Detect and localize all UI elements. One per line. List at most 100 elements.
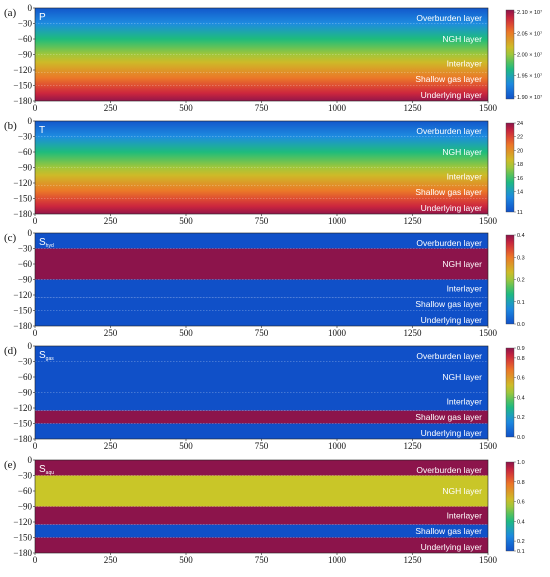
x-tick-label: 750	[255, 555, 269, 565]
x-tick-label: 500	[179, 555, 193, 565]
variable-label: Shyd	[39, 237, 54, 249]
colorbar-tick-label: 0.4	[517, 519, 525, 525]
colorbar-tick-label: 24	[517, 121, 523, 127]
y-tick-label: −90	[18, 388, 33, 398]
y-tick-label: −90	[18, 502, 33, 512]
y-tick-label: −120	[13, 517, 32, 527]
layer-label: Interlayer	[447, 397, 483, 407]
y-tick-label: −30	[18, 471, 33, 481]
layer-label: NGH layer	[442, 486, 482, 496]
colorbar-tick-label: 2.10 × 10⁷	[517, 9, 542, 16]
layer-label: Underlying layer	[421, 90, 483, 100]
x-tick-label: 1500	[479, 555, 498, 565]
variable-label: Sgas	[39, 350, 54, 362]
x-tick-label: 1250	[404, 328, 423, 338]
x-tick-label: 1250	[404, 216, 423, 226]
layer-label: Interlayer	[447, 172, 483, 182]
x-tick-label: 250	[104, 103, 118, 113]
colorbar-tick-label: 2.00 × 10⁷	[517, 52, 542, 59]
y-tick-label: −120	[13, 178, 32, 188]
colorbar-tick-label: 0.1	[517, 300, 525, 306]
colorbar-tick-label: 0.1	[517, 549, 525, 555]
layer-band	[35, 297, 488, 311]
colorbar-tick-label: 0.2	[517, 278, 525, 284]
y-tick-label: −30	[18, 19, 33, 29]
y-tick-label: −90	[18, 163, 33, 173]
y-tick-label: −90	[18, 50, 33, 60]
variable-symbol: S	[39, 350, 46, 361]
x-tick-label: 1250	[404, 555, 423, 565]
y-tick-label: −180	[13, 548, 32, 558]
colorbar-tick-label: 0.8	[517, 356, 525, 362]
layer-label: Interlayer	[447, 511, 483, 521]
field-plot	[35, 121, 488, 214]
layer-label: Shallow gas layer	[415, 526, 482, 536]
layer-label: Shallow gas layer	[415, 74, 482, 84]
layer-label: Underlying layer	[421, 542, 483, 552]
colorbar-tick-label: 0.2	[517, 415, 525, 421]
colorbar-tick-label: 1.0	[517, 460, 525, 466]
layer-label: Interlayer	[447, 284, 483, 294]
colorbar	[505, 461, 515, 552]
colorbar-tick-label: 1.90 × 10⁷	[517, 94, 542, 101]
layer-band	[35, 423, 488, 439]
y-tick-label: 0	[28, 455, 33, 465]
colorbar-tick-label: 2.05 × 10⁷	[517, 30, 542, 37]
panel-label: (a)	[4, 7, 17, 19]
y-tick-label: −120	[13, 290, 32, 300]
colorbar-tick-label: 0.6	[517, 500, 525, 506]
y-tick-label: −180	[13, 96, 32, 106]
y-tick-label: −180	[13, 209, 32, 219]
layer-band	[35, 537, 488, 553]
layer-label: Underlying layer	[421, 315, 483, 325]
y-tick-label: 0	[28, 3, 33, 13]
y-tick-label: −150	[13, 419, 32, 429]
x-tick-label: 500	[179, 103, 193, 113]
layer-label: Underlying layer	[421, 428, 483, 438]
x-tick-label: 500	[179, 216, 193, 226]
colorbar-tick-label: 16	[517, 176, 523, 182]
layer-label: Overburden layer	[416, 126, 482, 136]
x-tick-label: 1000	[328, 216, 347, 226]
panel-label: (e)	[4, 459, 17, 471]
x-tick-label: 1500	[479, 441, 498, 451]
colorbar	[505, 9, 515, 100]
y-tick-label: −90	[18, 275, 33, 285]
x-tick-label: 1000	[328, 328, 347, 338]
x-tick-label: 250	[104, 441, 118, 451]
colorbar	[505, 122, 515, 213]
panel-label: (d)	[4, 345, 17, 357]
y-tick-label: −150	[13, 81, 32, 91]
x-tick-label: 750	[255, 216, 269, 226]
variable-symbol: S	[39, 464, 46, 475]
x-tick-label: 500	[179, 328, 193, 338]
y-tick-label: −180	[13, 321, 32, 331]
layer-band	[35, 475, 488, 507]
layer-band	[35, 279, 488, 298]
colorbar-tick-label: 0.9	[517, 346, 525, 352]
colorbar-tick-label: 18	[517, 162, 523, 168]
y-tick-label: −60	[18, 372, 33, 382]
x-tick-label: 1500	[479, 328, 498, 338]
colorbar-tick-label: 0.2	[517, 539, 525, 545]
colorbar-tick-label: 1.95 × 10⁷	[517, 73, 542, 80]
variable-label: Saqu	[39, 464, 54, 476]
panel-1: (a) Overburden layer NGH layer Interlayer Sh…	[4, 3, 542, 113]
layer-band	[35, 410, 488, 424]
x-tick-label: 1250	[404, 441, 423, 451]
y-tick-label: −150	[13, 533, 32, 543]
x-tick-label: 500	[179, 441, 193, 451]
layer-label: Overburden layer	[416, 13, 482, 23]
colorbar-tick-label: 0.4	[517, 233, 525, 239]
panel-5: (e) Overburden layer NGH layer Interlayer Sh…	[4, 455, 525, 565]
x-tick-label: 250	[104, 555, 118, 565]
x-tick-label: 750	[255, 441, 269, 451]
y-tick-label: −30	[18, 244, 33, 254]
x-tick-label: 0	[33, 555, 38, 565]
x-tick-label: 1250	[404, 103, 423, 113]
colorbar-tick-label: 11	[517, 210, 523, 216]
x-tick-label: 750	[255, 103, 269, 113]
y-tick-label: 0	[28, 341, 33, 351]
panel-4: (d) Overburden layer NGH layer Interlayer Sh…	[4, 341, 525, 451]
y-tick-label: 0	[28, 228, 33, 238]
